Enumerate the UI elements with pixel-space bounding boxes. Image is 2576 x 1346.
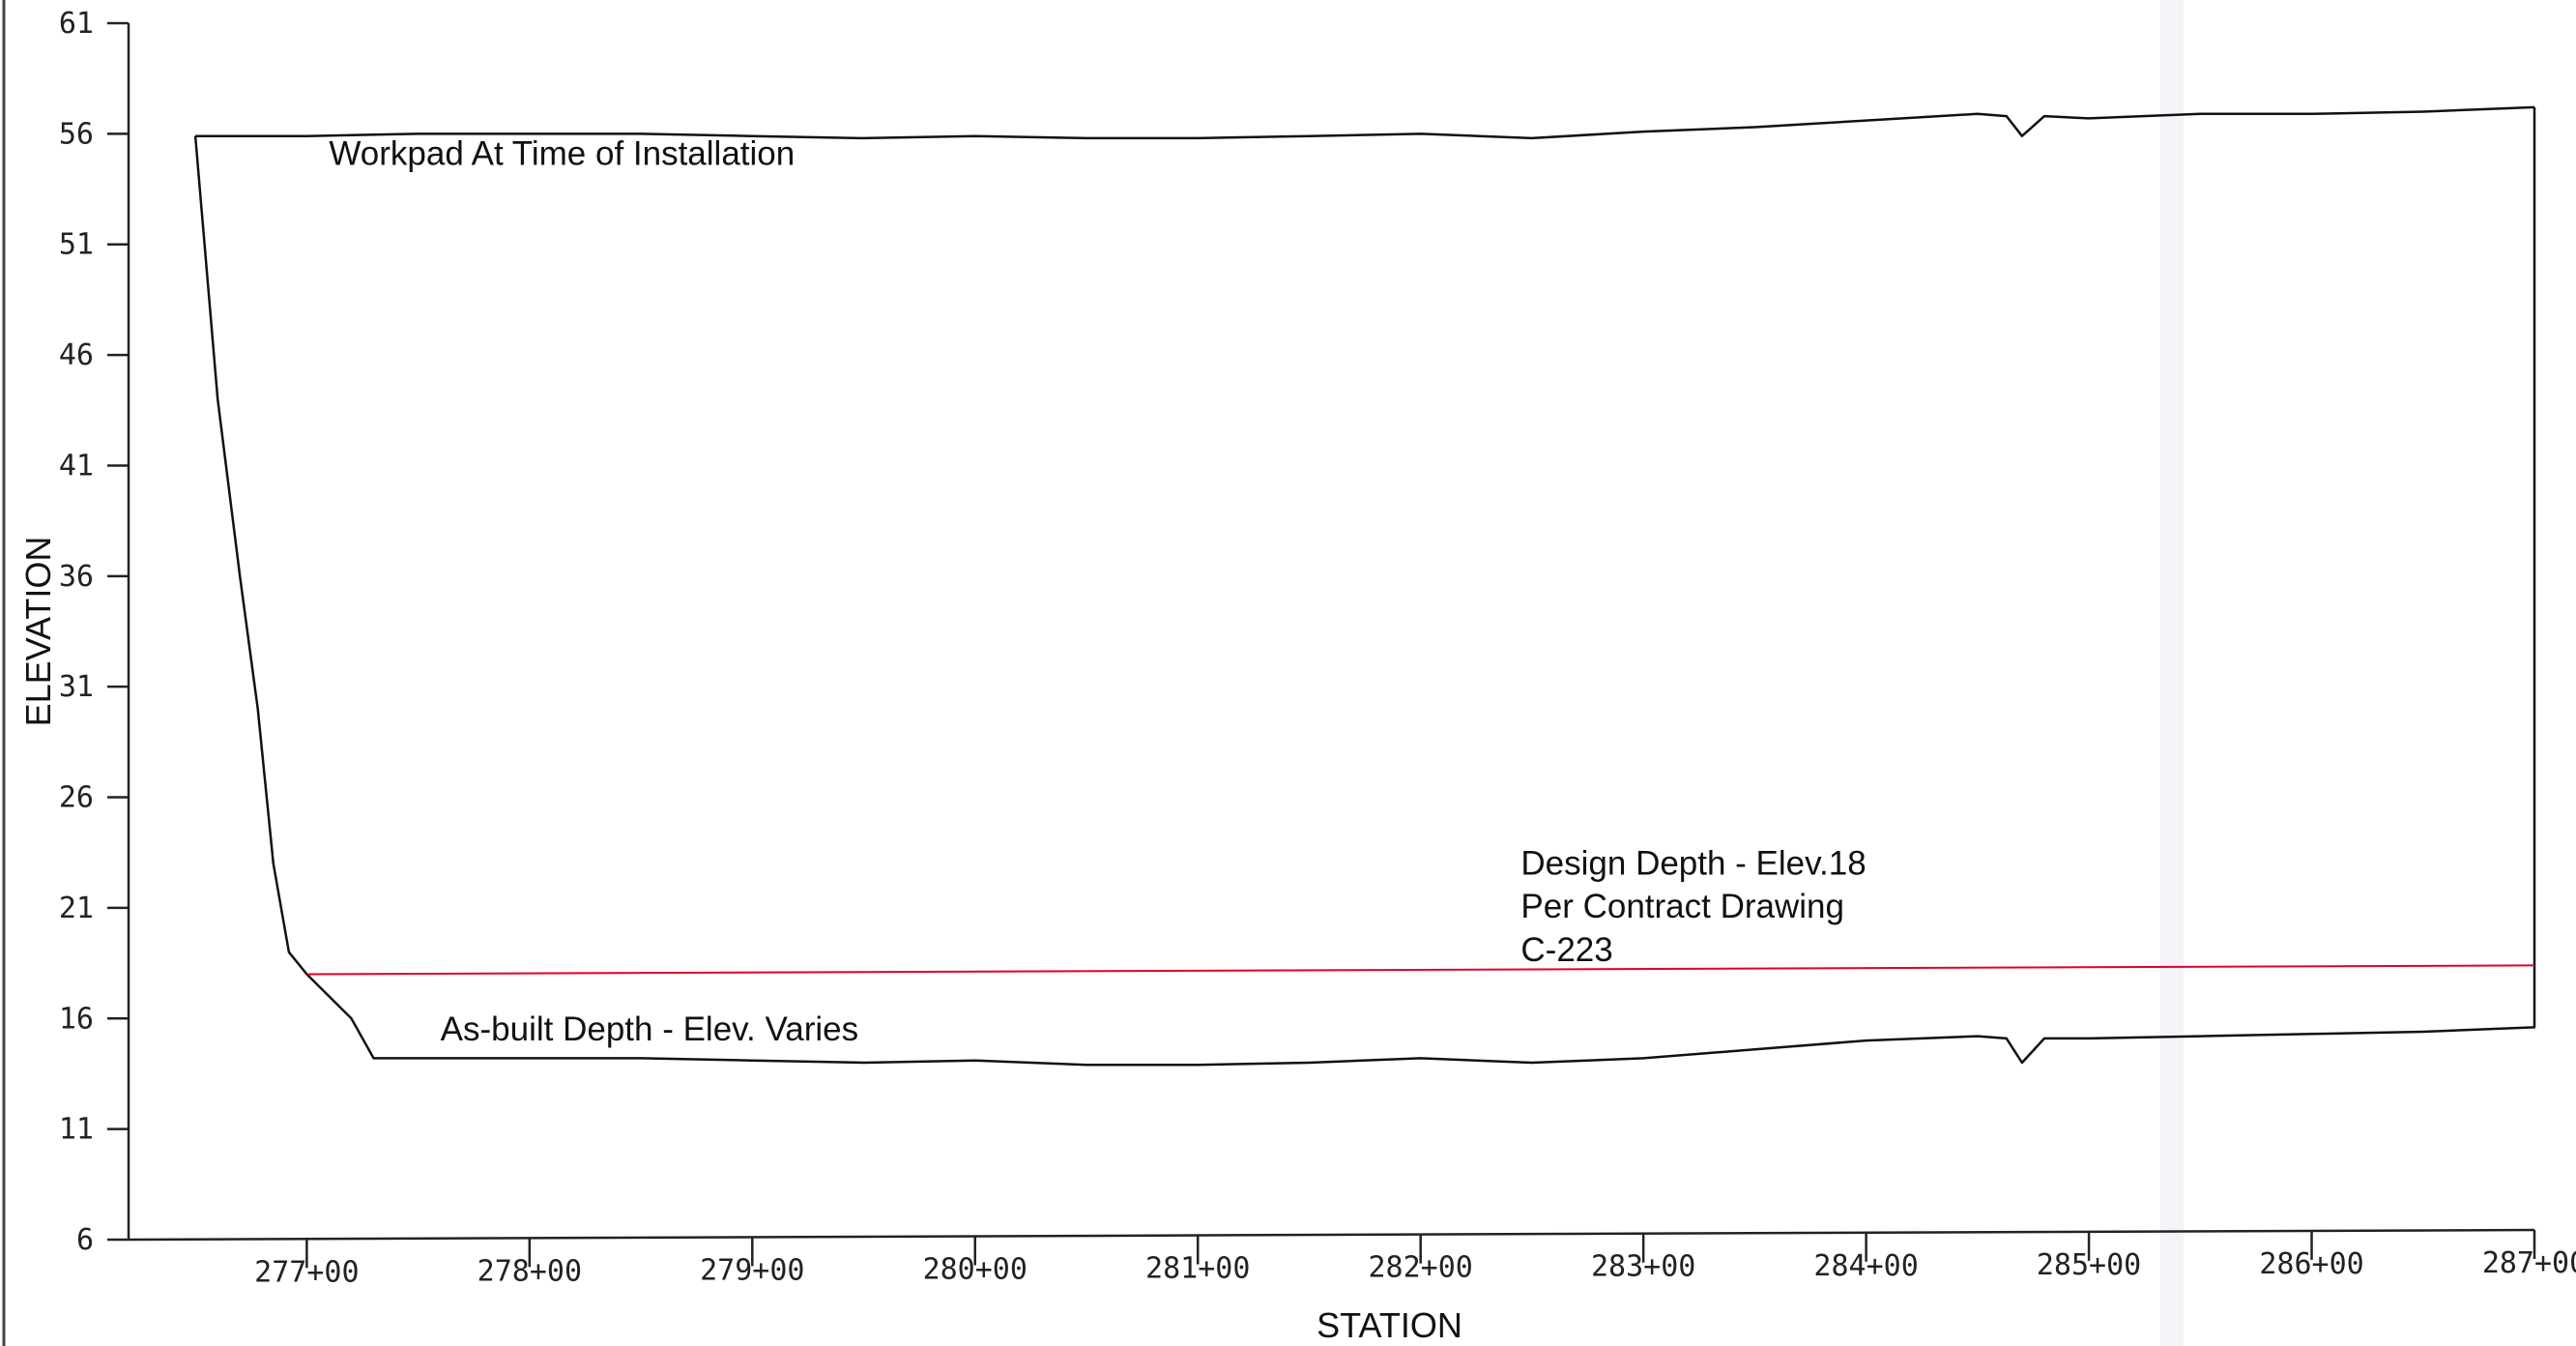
as-built-depth-line	[193, 106, 2536, 1067]
y-tick-label: 46	[59, 338, 94, 372]
x-tick-label: 280+00	[923, 1252, 1028, 1286]
x-tick-label: 283+00	[1591, 1250, 1695, 1284]
x-tick-label: 284+00	[1813, 1249, 1918, 1283]
page-fold-shade	[2160, 0, 2184, 1346]
x-axis-title: STATION	[1317, 1305, 1462, 1345]
workpad-label: Workpad At Time of Installation	[329, 134, 795, 172]
y-tick-label: 51	[59, 228, 94, 262]
y-tick-label: 16	[59, 1002, 94, 1036]
x-tick-label: 285+00	[2037, 1248, 2141, 1282]
y-tick-label: 61	[59, 7, 94, 41]
y-tick-label: 26	[59, 781, 94, 815]
design-depth-line	[306, 964, 2535, 976]
contract-drawing-label: Per Contract Drawing	[1520, 888, 1844, 925]
y-tick-label: 6	[76, 1223, 94, 1257]
x-tick-label: 286+00	[2259, 1247, 2363, 1281]
x-tick-label: 281+00	[1145, 1252, 1250, 1286]
x-tick-label: 279+00	[700, 1253, 804, 1287]
y-axis-title: ELEVATION	[18, 537, 58, 727]
y-tick-label: 11	[59, 1113, 94, 1147]
x-tick-label: 287+00	[2482, 1246, 2576, 1280]
x-tick-label: 282+00	[1368, 1251, 1472, 1285]
y-tick-label: 21	[59, 892, 94, 925]
design-depth-label: Design Depth - Elev.18	[1520, 845, 1866, 883]
x-tick-label: 278+00	[478, 1254, 582, 1288]
y-tick-label: 41	[59, 449, 94, 483]
y-tick-label: 56	[59, 117, 94, 151]
drawing-number-label: C-223	[1520, 931, 1612, 969]
y-tick-label: 31	[59, 670, 94, 704]
y-tick-label: 36	[59, 560, 94, 594]
as-built-label: As-built Depth - Elev. Varies	[441, 1010, 858, 1048]
workpad-line	[195, 105, 2535, 140]
x-tick-label: 277+00	[254, 1255, 359, 1289]
